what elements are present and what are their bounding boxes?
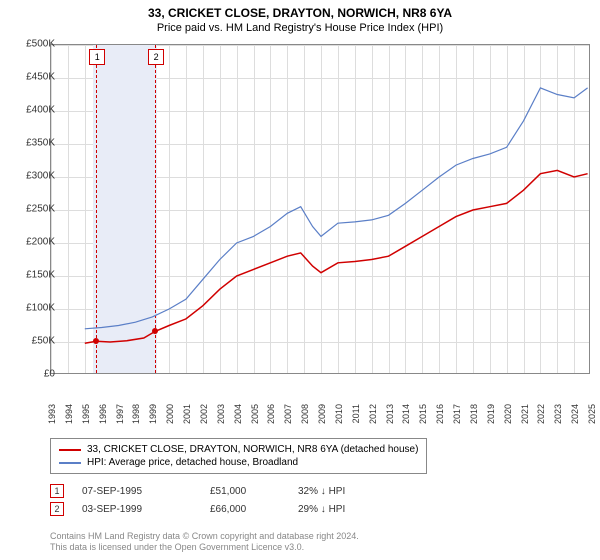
y-tick-label: £300K [26,171,55,182]
x-tick-label: 2003 [216,404,226,424]
events-table: 1 07-SEP-1995 £51,000 32% ↓ HPI 2 03-SEP-1999… [50,482,388,518]
event-price: £51,000 [210,486,280,497]
chart-area: 12 1993199419951996199719981999200020012… [50,44,590,404]
series-price_paid [85,170,588,343]
y-tick-label: £200K [26,237,55,248]
footer-line2: This data is licensed under the Open Gov… [50,542,359,554]
y-tick-label: £50K [32,336,55,347]
chart-container: 33, CRICKET CLOSE, DRAYTON, NORWICH, NR8… [0,0,600,560]
x-tick-label: 2023 [553,404,563,424]
x-tick-label: 1995 [81,404,91,424]
x-tick-label: 2014 [401,404,411,424]
x-tick-label: 2017 [452,404,462,424]
x-tick-label: 2015 [418,404,428,424]
x-tick-label: 1993 [47,404,57,424]
y-tick-label: £250K [26,204,55,215]
legend-label: HPI: Average price, detached house, Broa… [87,457,298,468]
footer-attribution: Contains HM Land Registry data © Crown c… [50,531,359,554]
footer-line1: Contains HM Land Registry data © Crown c… [50,531,359,543]
x-tick-label: 2011 [351,404,361,423]
x-tick-label: 2006 [266,404,276,424]
event-pct: 29% ↓ HPI [298,504,388,515]
y-tick-label: £400K [26,105,55,116]
x-tick-label: 2010 [334,404,344,424]
y-tick-label: £100K [26,303,55,314]
x-tick-label: 2024 [570,404,580,424]
x-tick-label: 2021 [520,404,530,424]
y-tick-label: £0 [44,369,55,380]
x-tick-label: 2007 [283,404,293,424]
x-tick-label: 2022 [536,404,546,424]
event-date: 03-SEP-1999 [82,504,192,515]
plot-region: 12 [50,44,590,374]
series-svg [51,45,590,374]
y-tick-label: £500K [26,39,55,50]
y-tick-label: £150K [26,270,55,281]
y-tick-label: £350K [26,138,55,149]
chart-title: 33, CRICKET CLOSE, DRAYTON, NORWICH, NR8… [0,0,600,20]
legend-swatch [59,449,81,451]
x-tick-label: 1997 [115,404,125,424]
x-tick-label: 2001 [182,404,192,424]
y-tick-label: £450K [26,72,55,83]
event-date: 07-SEP-1995 [82,486,192,497]
x-tick-label: 2009 [317,404,327,424]
legend-row: 33, CRICKET CLOSE, DRAYTON, NORWICH, NR8… [59,443,418,456]
event-price: £66,000 [210,504,280,515]
event-marker-box: 1 [50,484,64,498]
legend-swatch [59,462,81,464]
x-tick-label: 2016 [435,404,445,424]
event-marker-box: 2 [50,502,64,516]
x-tick-label: 2019 [486,404,496,424]
event-row: 2 03-SEP-1999 £66,000 29% ↓ HPI [50,500,388,518]
legend-label: 33, CRICKET CLOSE, DRAYTON, NORWICH, NR8… [87,444,418,455]
x-tick-label: 1996 [98,404,108,424]
price-dot [93,338,99,344]
x-tick-label: 1998 [131,404,141,424]
x-tick-label: 2018 [469,404,479,424]
x-tick-label: 1994 [64,404,74,424]
event-pct: 32% ↓ HPI [298,486,388,497]
x-tick-label: 2005 [250,404,260,424]
legend-row: HPI: Average price, detached house, Broa… [59,456,418,469]
legend: 33, CRICKET CLOSE, DRAYTON, NORWICH, NR8… [50,438,427,474]
event-row: 1 07-SEP-1995 £51,000 32% ↓ HPI [50,482,388,500]
x-tick-label: 2025 [587,404,597,424]
x-tick-label: 2013 [385,404,395,424]
x-tick-label: 2012 [368,404,378,424]
x-tick-label: 2002 [199,404,209,424]
x-tick-label: 2020 [503,404,513,424]
series-hpi [85,88,588,329]
chart-subtitle: Price paid vs. HM Land Registry's House … [0,20,600,34]
x-tick-label: 2008 [300,404,310,424]
price-dot [152,328,158,334]
x-tick-label: 2000 [165,404,175,424]
x-tick-label: 2004 [233,404,243,424]
x-tick-label: 1999 [148,404,158,424]
